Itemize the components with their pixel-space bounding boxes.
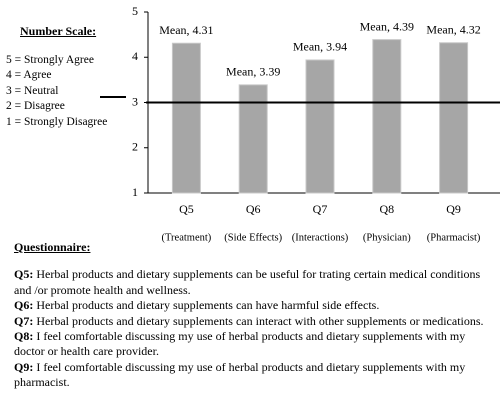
question: Q6: Herbal products and dietary suppleme… [14, 298, 496, 313]
value-label: Mean, 3.39 [226, 65, 280, 79]
question-id: Q6: [14, 298, 34, 313]
x-tick-label: Q7 [313, 202, 328, 216]
question-text: Herbal products and dietary supplements … [36, 313, 484, 328]
questionnaire-title: Questionnaire: [14, 240, 91, 254]
x-tick-note: (Pharmacist) [427, 232, 481, 243]
x-tick-note: (Side Effects) [224, 232, 282, 243]
value-label: Mean, 4.39 [360, 19, 414, 33]
x-tick-label: Q5 [179, 202, 194, 216]
question-id: Q7: [14, 313, 34, 328]
question-text: I feel comfortable discussing my use of … [14, 329, 466, 359]
question-id: Q9: [14, 359, 34, 374]
y-tick-label: 1 [132, 185, 138, 199]
question: Q5: Herbal products and dietary suppleme… [14, 267, 496, 298]
x-tick-label: Q8 [379, 202, 394, 216]
y-tick-label: 3 [132, 94, 138, 108]
question-id: Q5: [14, 267, 34, 282]
legend-title: Number Scale: [20, 24, 97, 38]
legend-item: 3 = Neutral [6, 84, 59, 97]
question-text: Herbal products and dietary supplements … [36, 298, 380, 313]
x-tick-note: (Treatment) [162, 232, 212, 243]
question-text: I feel comfortable discussing my use of … [14, 359, 466, 390]
bar [305, 59, 335, 194]
question: Q8: I feel comfortable discussing my use… [14, 329, 496, 360]
question-text: Herbal products and dietary supplements … [14, 267, 481, 297]
scale-legend: Number Scale: 5 = Strongly Agree 4 = Agre… [6, 24, 118, 130]
x-tick-note: (Interactions) [292, 232, 349, 243]
x-tick-label: Q9 [446, 202, 461, 216]
y-tick-label: 2 [132, 140, 138, 154]
legend-item: 2 = Disagree [6, 100, 65, 112]
bar [372, 39, 402, 194]
legend-item: 5 = Strongly Agree [6, 53, 94, 66]
value-label: Mean, 4.31 [159, 23, 213, 37]
x-tick-label: Q6 [246, 202, 261, 216]
y-tick-label: 5 [132, 4, 138, 18]
legend-item: 4 = Agree [6, 69, 52, 81]
question: Q7: Herbal products and dietary suppleme… [14, 314, 496, 329]
questionnaire: Questionnaire: Q5: Herbal products and d… [14, 240, 496, 391]
bar [439, 42, 469, 194]
chart: 1 2 3 4 5 Q5 (Treatment) Mean, 4.31 Q6 (Side Effe… [100, 4, 500, 243]
value-label: Mean, 3.94 [293, 40, 347, 54]
x-tick-note: (Physician) [363, 232, 411, 243]
bar [171, 42, 201, 194]
question: Q9: I feel comfortable discussing my use… [14, 360, 496, 391]
y-tick-label: 4 [132, 49, 138, 63]
value-label: Mean, 4.32 [426, 23, 480, 37]
bar [238, 84, 268, 194]
legend-item: 1 = Strongly Disagree [6, 115, 108, 128]
question-id: Q8: [14, 329, 34, 344]
